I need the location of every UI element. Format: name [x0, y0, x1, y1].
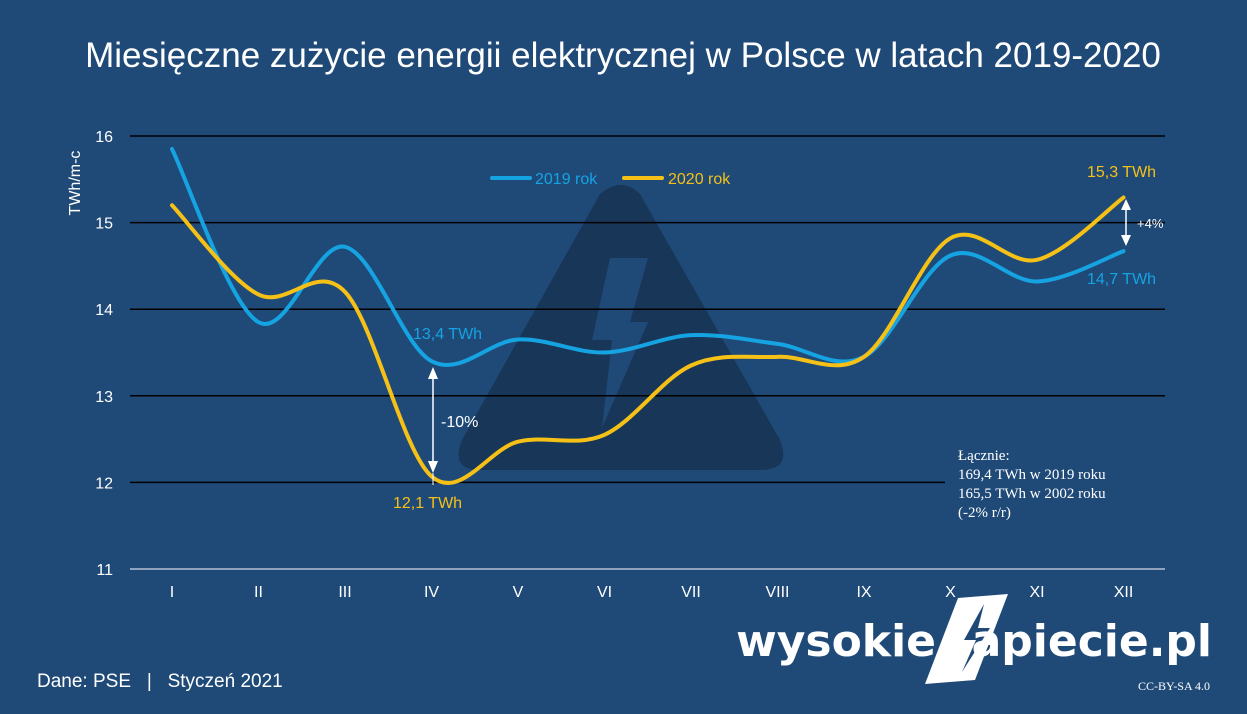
- totals-line: 165,5 TWh w 2002 roku: [958, 486, 1106, 502]
- legend-label-2020: 2020 rok: [668, 171, 731, 188]
- license-note: CC-BY-SA 4.0: [1138, 679, 1210, 693]
- y-axis: 11 12 13 14 15 16: [95, 129, 113, 579]
- legend-label-2019: 2019 rok: [535, 171, 598, 188]
- totals-line: 169,4 TWh w 2019 roku: [958, 467, 1106, 483]
- series-line-2020: [170, 195, 1126, 485]
- annotation-december-2019: 14,7 TWh: [1087, 271, 1156, 288]
- brand-logo: wysokie apiecie.pl: [736, 594, 1212, 684]
- legend: 2019 rok 2020 rok: [490, 171, 731, 188]
- x-tick-label: IX: [856, 584, 871, 601]
- x-tick-label: XII: [1114, 584, 1134, 601]
- april-difference-marker: [428, 367, 438, 485]
- brand-text-right: apiecie.pl: [972, 616, 1212, 667]
- totals-line: (-2% r/r): [958, 505, 1011, 521]
- annotation-december-diff: +4%: [1137, 216, 1164, 231]
- y-tick-label: 15: [95, 216, 113, 233]
- x-axis: I II III IV V VI VII VIII IX X XI XII: [170, 584, 1134, 601]
- x-tick-label: VII: [681, 584, 701, 601]
- totals-note: Łącznie: 169,4 TWh w 2019 roku 165,5 TWh…: [958, 448, 1106, 521]
- december-difference-marker: [1121, 199, 1131, 246]
- warning-triangle-icon: [458, 185, 784, 470]
- annotation-april-2020: 12,1 TWh: [393, 495, 462, 512]
- x-tick-label: IV: [424, 584, 439, 601]
- annotation-december-2020: 15,3 TWh: [1087, 164, 1156, 181]
- x-tick-label: I: [170, 584, 174, 601]
- y-tick-label: 11: [96, 562, 113, 579]
- x-tick-label: X: [945, 584, 956, 601]
- annotation-april-2019: 13,4 TWh: [413, 326, 482, 343]
- chart-title: Miesięczne zużycie energii elektrycznej …: [85, 36, 1161, 75]
- y-tick-label: 16: [95, 129, 113, 146]
- x-tick-label: VI: [597, 584, 612, 601]
- annotation-april-diff: -10%: [441, 414, 478, 431]
- y-axis-label: TWh/m-c: [67, 151, 84, 216]
- totals-line: Łącznie:: [958, 448, 1010, 464]
- x-tick-label: XI: [1029, 584, 1044, 601]
- brand-text-left: wysokie: [736, 616, 936, 667]
- grid: [130, 135, 1165, 570]
- x-tick-label: II: [254, 584, 263, 601]
- y-tick-label: 14: [95, 302, 113, 319]
- source-note: Dane: PSE | Styczeń 2021: [37, 671, 283, 692]
- y-tick-label: 12: [95, 475, 113, 492]
- lightning-logo-icon: [925, 594, 1008, 684]
- x-tick-label: V: [513, 584, 524, 601]
- x-tick-label: VIII: [765, 584, 789, 601]
- y-tick-label: 13: [95, 389, 113, 406]
- x-tick-label: III: [338, 584, 351, 601]
